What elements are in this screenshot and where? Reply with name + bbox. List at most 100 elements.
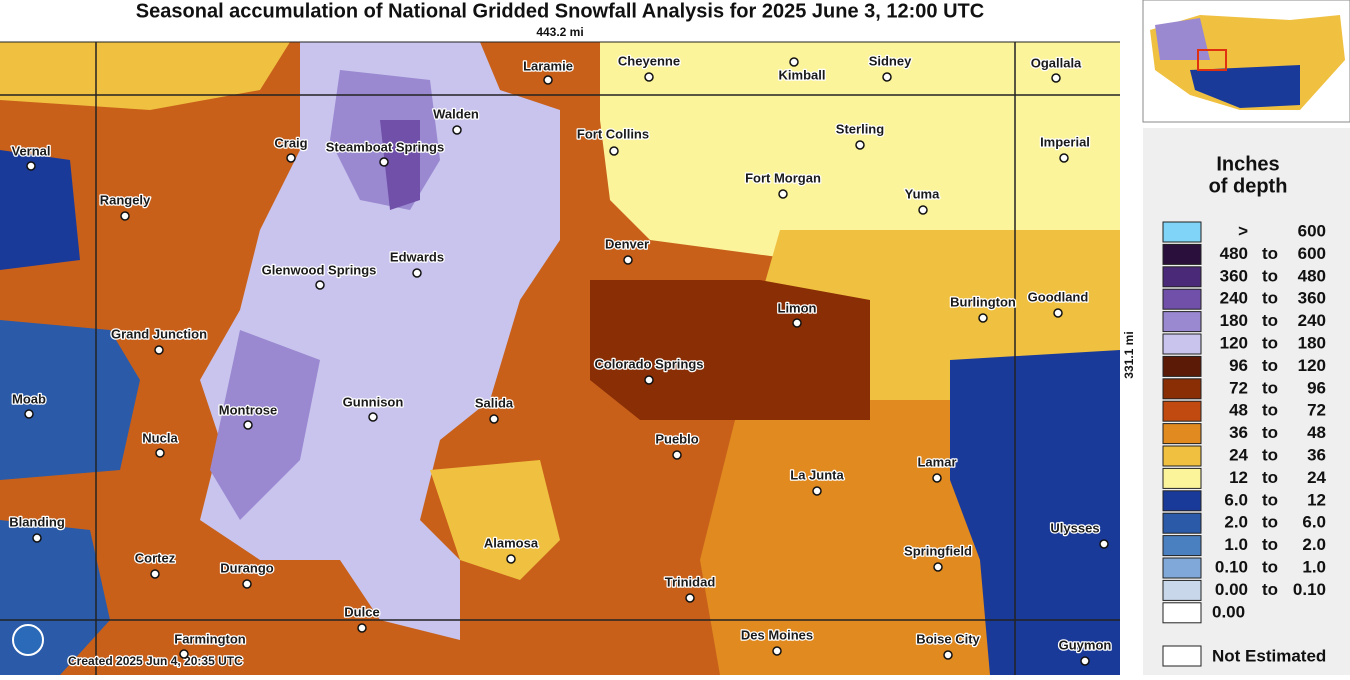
- city-label: Lamar: [917, 454, 956, 469]
- legend-swatch: [1162, 423, 1202, 445]
- legend-swatch: [1162, 535, 1202, 557]
- legend-label: 0.00: [1215, 580, 1248, 599]
- legend-swatch: [1162, 490, 1202, 512]
- city-dot: [412, 268, 422, 278]
- city-label: Farmington: [174, 631, 246, 646]
- legend-swatch: [1162, 355, 1202, 377]
- legend-label: 1.0: [1224, 535, 1248, 554]
- city-label: La Junta: [790, 467, 844, 482]
- city-label: Cortez: [135, 550, 176, 565]
- city-dot: [1051, 73, 1061, 83]
- scale-x: 443.2 mi: [536, 25, 583, 39]
- legend-label: to: [1262, 580, 1278, 599]
- city-label: Nucla: [142, 430, 178, 445]
- legend-label: to: [1262, 311, 1278, 330]
- city-label: Kimball: [779, 67, 826, 82]
- city-label: Glenwood Springs: [262, 262, 377, 277]
- legend-label: 12: [1307, 490, 1326, 509]
- legend-label: 72: [1307, 401, 1326, 420]
- city-dot: [644, 72, 654, 82]
- city-dot: [155, 448, 165, 458]
- city-label: Goodland: [1028, 289, 1089, 304]
- city-dot: [882, 72, 892, 82]
- city-dot: [489, 414, 499, 424]
- legend-label: 24: [1229, 445, 1248, 464]
- city-label: Boise City: [916, 631, 980, 646]
- legend-label: 180: [1220, 311, 1248, 330]
- legend-label: 0.10: [1215, 557, 1248, 576]
- legend-label: 96: [1229, 356, 1248, 375]
- city-dot: [978, 313, 988, 323]
- city-label: Pueblo: [655, 431, 698, 446]
- title: Seasonal accumulation of National Gridde…: [136, 0, 984, 22]
- city-label: Rangely: [100, 192, 151, 207]
- legend-label: 0.10: [1293, 580, 1326, 599]
- city-dot: [644, 375, 654, 385]
- legend-swatch: [1162, 645, 1202, 667]
- city-label: Gunnison: [343, 394, 404, 409]
- legend-swatch: [1162, 221, 1202, 243]
- city-label: Vernal: [11, 143, 50, 158]
- city-label: Ulysses: [1050, 520, 1099, 535]
- city-label: Colorado Springs: [594, 356, 703, 371]
- legend-label: 600: [1298, 221, 1326, 240]
- city-label: Edwards: [390, 249, 444, 264]
- legend-swatch: [1162, 467, 1202, 489]
- legend-label: 36: [1229, 423, 1248, 442]
- legend-label: 1.0: [1302, 557, 1326, 576]
- city-dot: [772, 646, 782, 656]
- city-dot: [243, 420, 253, 430]
- legend-swatch: [1162, 400, 1202, 422]
- city-dot: [242, 579, 252, 589]
- map: Created 2025 Jun 4, 20:35 UTC Laramie Che…: [0, 41, 1120, 675]
- legend-title: of depth: [1209, 175, 1288, 197]
- legend-swatch: [1162, 378, 1202, 400]
- legend-label: 180: [1298, 333, 1326, 352]
- city-label: Springfield: [904, 543, 972, 558]
- city-label: Fort Morgan: [745, 170, 821, 185]
- inset-map: [1142, 0, 1350, 123]
- credit: Created 2025 Jun 4, 20:35 UTC: [68, 654, 243, 668]
- city-dot: [506, 554, 516, 564]
- city-label: Guymon: [1059, 637, 1112, 652]
- city-dot: [855, 140, 865, 150]
- city-label: Burlington: [950, 294, 1016, 309]
- city-dot: [1099, 539, 1109, 549]
- city-label: Sterling: [836, 121, 884, 136]
- legend-label: 120: [1298, 356, 1326, 375]
- legend-label: 96: [1307, 378, 1326, 397]
- legend-swatch: [1162, 311, 1202, 333]
- legend-label: to: [1262, 490, 1278, 509]
- legend-swatch: [1162, 512, 1202, 534]
- legend-label: 600: [1298, 244, 1326, 263]
- city-label: Montrose: [219, 402, 278, 417]
- legend-label: 480: [1298, 266, 1326, 285]
- city-dot: [286, 153, 296, 163]
- legend-label: 480: [1220, 244, 1248, 263]
- city-dot: [1053, 308, 1063, 318]
- legend-label: >: [1238, 221, 1248, 240]
- legend-swatch: [1162, 266, 1202, 288]
- legend-label: 2.0: [1224, 513, 1248, 532]
- city-label: Durango: [220, 560, 274, 575]
- city-dot: [150, 569, 160, 579]
- legend-swatch: [1162, 602, 1202, 624]
- legend-label: 120: [1220, 333, 1248, 352]
- legend-label: 360: [1298, 289, 1326, 308]
- legend-label: to: [1262, 401, 1278, 420]
- city-label: Trinidad: [665, 574, 716, 589]
- city-label: Denver: [605, 236, 649, 251]
- city-dot: [379, 157, 389, 167]
- city-dot: [315, 280, 325, 290]
- city-label: Alamosa: [484, 535, 539, 550]
- legend-label: to: [1262, 557, 1278, 576]
- city-dot: [685, 593, 695, 603]
- city-dot: [778, 189, 788, 199]
- legend-title: Inches: [1216, 153, 1279, 175]
- city-label: Sidney: [869, 53, 912, 68]
- legend-label: 6.0: [1302, 513, 1326, 532]
- city-dot: [812, 486, 822, 496]
- legend-label: to: [1262, 356, 1278, 375]
- city-dot: [154, 345, 164, 355]
